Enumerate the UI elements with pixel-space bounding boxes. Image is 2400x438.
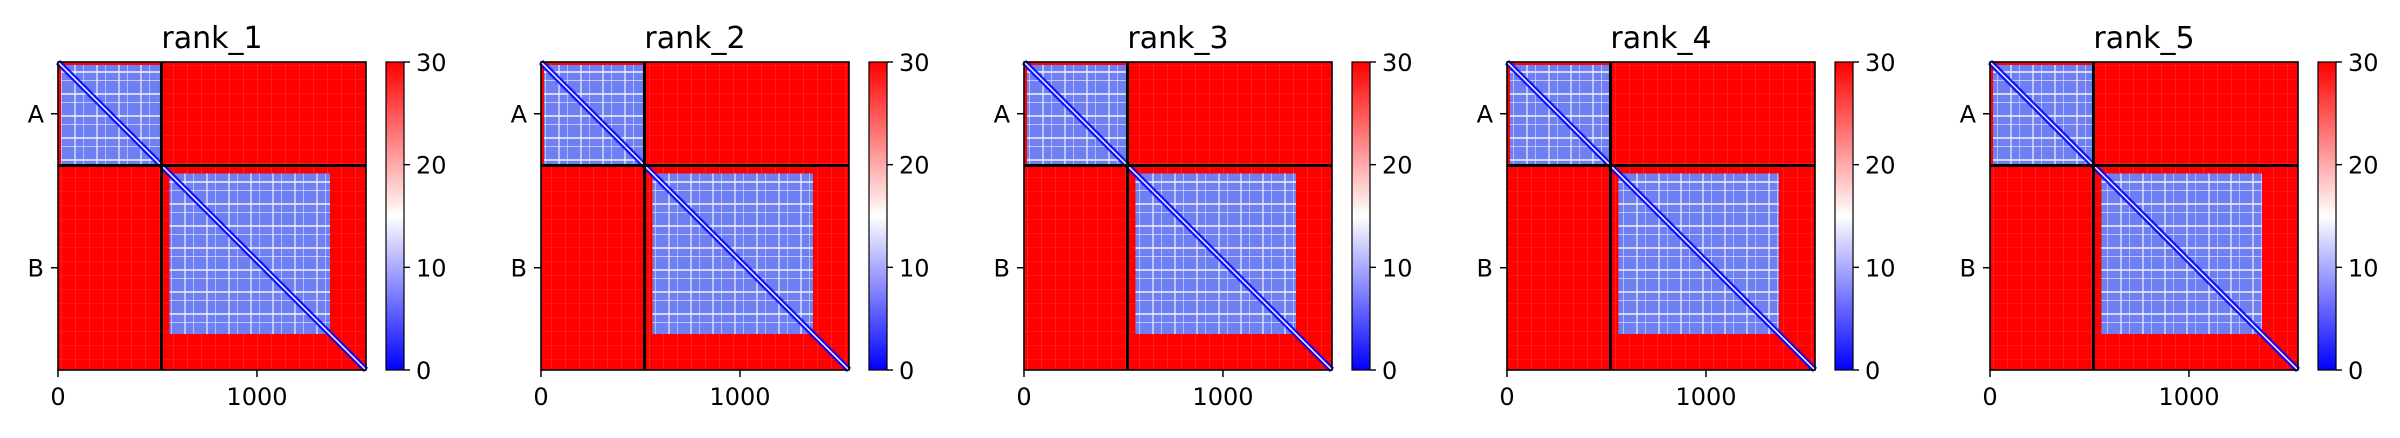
colorbar-tick-label: 20 [1382, 152, 1413, 180]
pae-panel-3: rank_3 A B 0 1000 0 10 20 30 [994, 21, 1413, 411]
x-tick-label: 1000 [2158, 383, 2219, 411]
diagonal-line [1506, 61, 1611, 166]
diagonal-line [1023, 61, 1128, 166]
colorbar-tick-label: 0 [1382, 357, 1397, 385]
pae-panel-5: rank_5 A B 0 1000 0 10 20 30 [1960, 21, 2379, 411]
y-tick-label: A [1477, 101, 1494, 129]
axes-frame [57, 61, 367, 371]
x-tick-label: 0 [1982, 383, 1997, 411]
axes-frame [540, 61, 850, 371]
pae-panel-1: rank_1 A B 0 1000 0 10 20 30 [28, 21, 447, 411]
diagonal-line [1989, 61, 2094, 166]
colorbar [868, 61, 888, 371]
diagonal-line [643, 164, 850, 371]
diagonal-line [1126, 164, 1333, 371]
x-tick-label: 1000 [226, 383, 287, 411]
colorbar-tick-label: 0 [2348, 357, 2363, 385]
pae-panel-2: rank_2 A B 0 1000 0 10 20 30 [511, 21, 930, 411]
colorbar-tick-label: 0 [416, 357, 431, 385]
panel-title: rank_1 [161, 21, 262, 56]
colorbar-tick-label: 10 [1382, 254, 1413, 282]
colorbar-tick-label: 20 [899, 152, 930, 180]
colorbar-tick-label: 10 [2348, 254, 2379, 282]
colorbar-tick-label: 20 [416, 152, 447, 180]
axes-frame [1506, 61, 1816, 371]
diagonal-line [160, 164, 367, 371]
colorbar [1351, 61, 1371, 371]
colorbar-tick-label: 10 [416, 254, 447, 282]
axes-frame [1023, 61, 1333, 371]
x-tick-label: 0 [1016, 383, 1031, 411]
colorbar-tick-label: 30 [2348, 49, 2379, 77]
colorbar [385, 61, 405, 371]
panel-title: rank_2 [644, 21, 745, 56]
colorbar-tick-label: 10 [899, 254, 930, 282]
diagonal-line [57, 61, 162, 166]
diagonal-line [1609, 164, 1816, 371]
x-tick-label: 0 [533, 383, 548, 411]
diagonal-line [540, 61, 645, 166]
colorbar-tick-label: 20 [2348, 152, 2379, 180]
y-tick-label: B [1960, 255, 1976, 283]
x-tick-label: 0 [1499, 383, 1514, 411]
colorbar [2317, 61, 2337, 371]
diagonal-line [2092, 164, 2299, 371]
colorbar-tick-label: 30 [1865, 49, 1896, 77]
x-tick-label: 1000 [1192, 383, 1253, 411]
panel-title: rank_3 [1127, 21, 1228, 56]
colorbar-tick-label: 0 [1865, 357, 1880, 385]
colorbar-tick-label: 30 [899, 49, 930, 77]
colorbar [1834, 61, 1854, 371]
colorbar-tick-label: 10 [1865, 254, 1896, 282]
y-tick-label: B [1477, 255, 1493, 283]
y-tick-label: B [28, 255, 44, 283]
y-tick-label: A [28, 101, 45, 129]
axes-frame [1989, 61, 2299, 371]
colorbar-tick-label: 0 [899, 357, 914, 385]
y-tick-label: A [994, 101, 1011, 129]
y-tick-label: A [511, 101, 528, 129]
x-tick-label: 1000 [709, 383, 770, 411]
colorbar-tick-label: 30 [1382, 49, 1413, 77]
y-tick-label: B [994, 255, 1010, 283]
colorbar-tick-label: 30 [416, 49, 447, 77]
colorbar-tick-label: 20 [1865, 152, 1896, 180]
x-tick-label: 0 [50, 383, 65, 411]
y-tick-label: B [511, 255, 527, 283]
panel-title: rank_4 [1610, 21, 1711, 56]
pae-panel-4: rank_4 A B 0 1000 0 10 20 30 [1477, 21, 1896, 411]
x-tick-label: 1000 [1675, 383, 1736, 411]
panel-title: rank_5 [2093, 21, 2194, 56]
y-tick-label: A [1960, 101, 1977, 129]
